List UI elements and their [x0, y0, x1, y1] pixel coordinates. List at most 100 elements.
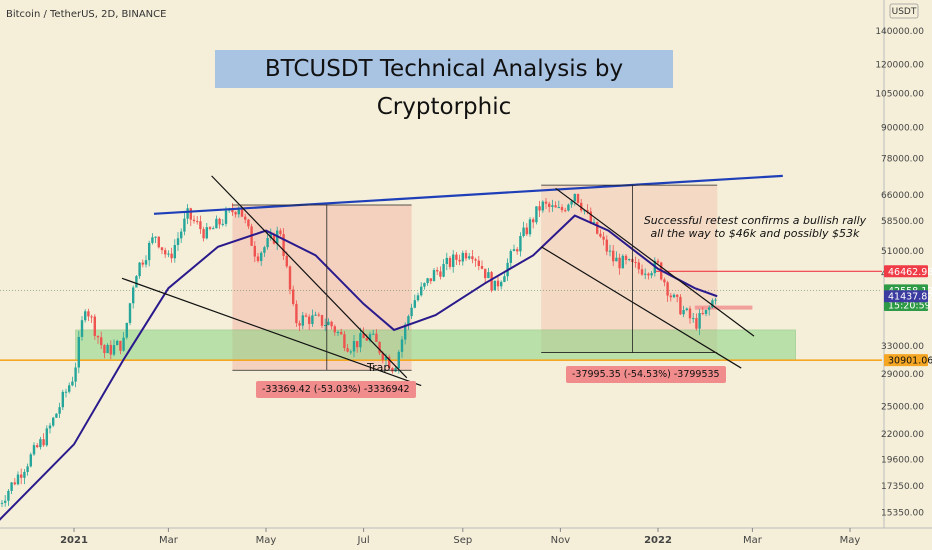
candle-body — [314, 314, 317, 316]
candle-body — [52, 417, 55, 426]
candle-body — [298, 323, 301, 326]
candle-body — [496, 280, 500, 287]
candle-body — [29, 454, 32, 467]
candle-body — [436, 270, 439, 272]
candle-body — [599, 233, 602, 237]
candle-body — [487, 272, 490, 279]
candle-body — [500, 281, 503, 287]
candle-body — [368, 334, 372, 341]
x-tick-label: 2021 — [60, 535, 88, 546]
candle-body — [493, 280, 496, 291]
candle-body — [7, 490, 10, 501]
candle-body — [4, 500, 7, 503]
candle-body — [394, 368, 397, 372]
candle-body — [426, 278, 429, 284]
candle-body — [282, 234, 285, 256]
candle-body — [170, 253, 173, 259]
x-tick-label: May — [840, 535, 861, 546]
candle-body — [199, 221, 202, 230]
candle-body — [279, 230, 282, 235]
candle-body — [96, 335, 100, 338]
candle-body — [378, 341, 381, 353]
candle-body — [349, 351, 352, 353]
candle-body — [445, 257, 448, 265]
price-label: 30901.06 — [888, 356, 932, 367]
candle-body — [346, 348, 349, 352]
currency-box — [889, 3, 919, 19]
candle-body — [317, 314, 320, 316]
candle-body — [708, 307, 711, 310]
y-tick-label: 140000.00 — [875, 27, 924, 37]
candle-body — [215, 218, 218, 229]
candle-body — [240, 208, 244, 217]
y-tick-label: 17350.00 — [881, 482, 924, 492]
support-zone — [75, 329, 796, 361]
candle-body — [525, 227, 528, 235]
candle-body — [26, 466, 29, 472]
candle-body — [640, 269, 644, 275]
candle-body — [602, 236, 605, 240]
candle-body — [701, 313, 704, 315]
candle-body — [80, 320, 84, 337]
candle-body — [714, 299, 717, 301]
candle-body — [160, 247, 164, 251]
candles-group — [0, 193, 717, 508]
candle-body — [589, 211, 592, 223]
candle-body — [685, 308, 688, 311]
candle-body — [87, 311, 90, 317]
candle-body — [372, 333, 375, 335]
candle-body — [237, 208, 240, 215]
candle-body — [340, 331, 343, 335]
price-label-bg — [884, 354, 928, 367]
candle-body — [669, 295, 672, 298]
y-tick-label: 22000.00 — [881, 430, 924, 440]
candle-body — [461, 252, 464, 262]
candle-body — [0, 502, 4, 504]
y-tick-label: 66000.00 — [881, 191, 924, 201]
candle-body — [202, 229, 205, 239]
candle-body — [484, 268, 487, 279]
candle-body — [420, 286, 423, 296]
candle-body — [711, 300, 714, 308]
candle-body — [109, 344, 112, 355]
candle-body — [36, 445, 39, 448]
candle-body — [244, 216, 247, 220]
chart-title: BTCUSDT Technical Analysis by Cryptorphi… — [215, 50, 673, 120]
candle-body — [679, 296, 682, 315]
x-tick-label: 2022 — [644, 535, 672, 546]
candle-body — [612, 250, 615, 262]
candle-body — [71, 381, 74, 386]
candle-body — [218, 218, 221, 225]
candle-body — [448, 257, 452, 267]
candle-body — [13, 482, 16, 485]
candle-body — [592, 222, 596, 224]
candle-body — [608, 250, 612, 252]
candle-body — [16, 474, 20, 485]
candle-body — [557, 207, 560, 209]
candle-body — [269, 233, 272, 238]
candle-body — [621, 255, 624, 269]
symbol-header: Bitcoin / TetherUS, 2D, BINANCE — [6, 9, 167, 20]
candle-body — [173, 245, 176, 259]
candle-body — [330, 321, 333, 327]
candle-body — [656, 260, 660, 263]
price-label-bg — [884, 290, 928, 303]
candle-body — [231, 208, 234, 213]
candle-body — [628, 259, 631, 261]
candle-body — [260, 252, 263, 261]
candle-body — [490, 272, 493, 291]
candle-body — [112, 345, 116, 355]
x-tick-label: Jul — [357, 535, 370, 546]
candle-body — [93, 316, 96, 336]
x-tick-label: Sep — [453, 535, 472, 546]
candle-body — [570, 201, 573, 205]
candle-body — [343, 334, 346, 349]
currency-label: USDT — [892, 7, 917, 17]
moving-average-line — [0, 214, 718, 521]
falling-wedge-upper-line — [211, 175, 408, 379]
x-tick-label: Mar — [159, 535, 179, 546]
y-tick-label: 90000.00 — [881, 123, 924, 133]
candle-body — [308, 316, 311, 324]
